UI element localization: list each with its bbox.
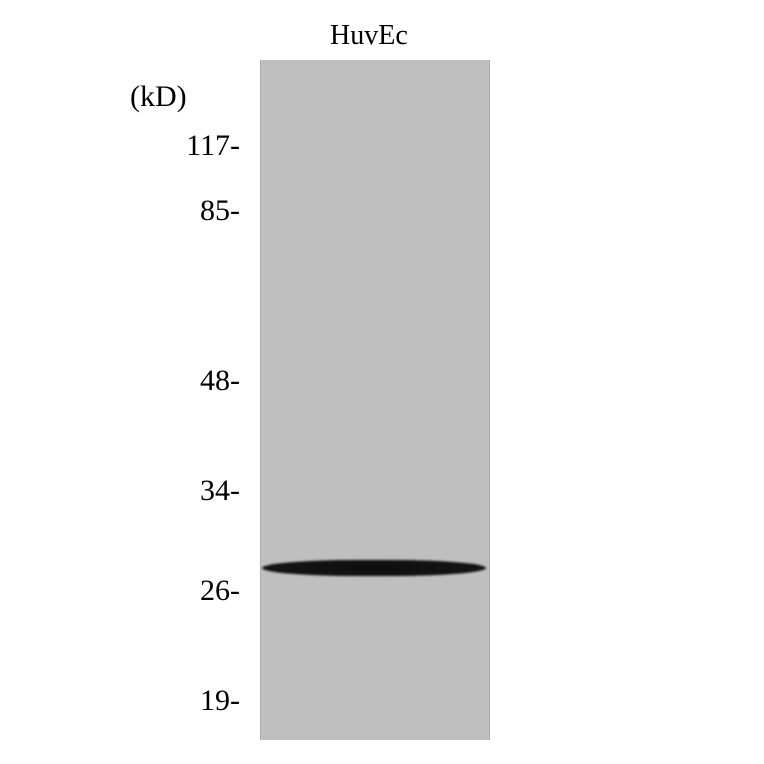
- blot-figure: HuvEc (kD) 117- 85- 48- 34- 26- 19-: [0, 0, 764, 764]
- mw-marker: 117-: [186, 129, 240, 163]
- mw-marker: 34-: [200, 474, 240, 508]
- protein-band: [262, 560, 486, 576]
- mw-marker: 48-: [200, 364, 240, 398]
- blot-lane: [260, 60, 490, 740]
- mw-marker: 19-: [200, 684, 240, 718]
- mw-marker: 26-: [200, 574, 240, 608]
- unit-label: (kD): [130, 80, 187, 114]
- mw-marker: 85-: [200, 194, 240, 228]
- lane-label: HuvEc: [330, 20, 408, 52]
